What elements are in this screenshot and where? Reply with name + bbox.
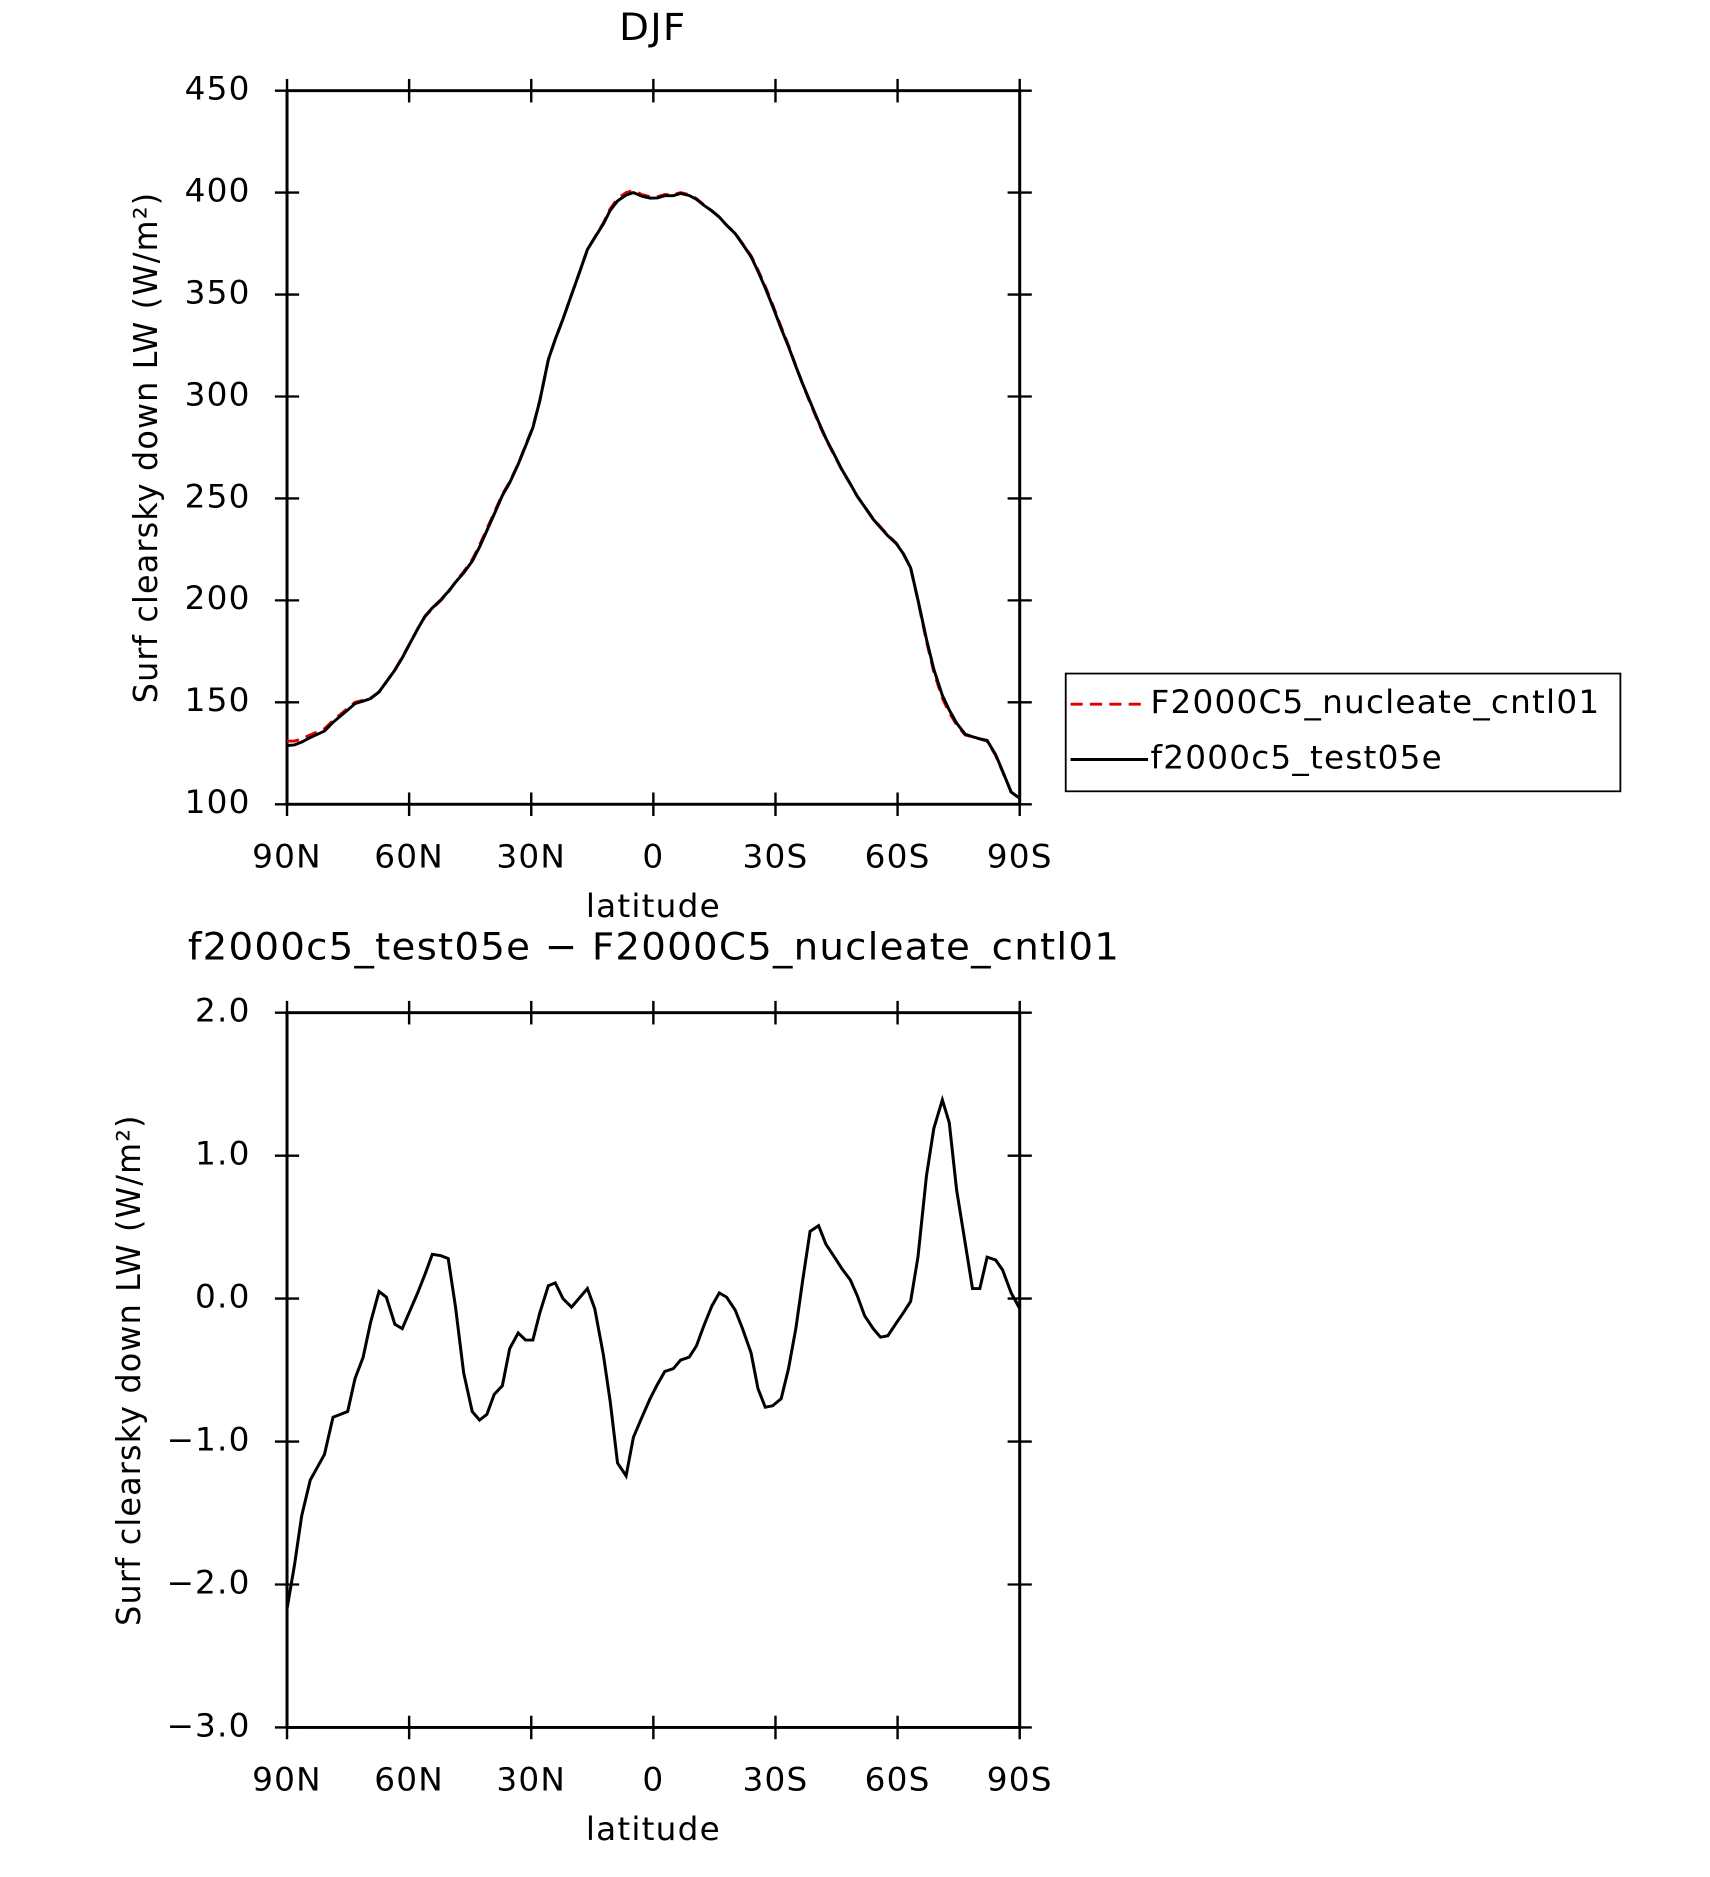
- legend-label: F2000C5_nucleate_cntl01: [1150, 683, 1600, 720]
- y-tick-label: 400: [185, 172, 251, 209]
- plot-frame: [285, 1011, 1022, 1729]
- y-tick-label: 450: [185, 70, 251, 107]
- x-tick-label: 30S: [742, 838, 808, 875]
- y-tick-label: 300: [185, 376, 251, 413]
- x-tick-label: 90S: [987, 838, 1053, 875]
- y-tick-label: 1.0: [195, 1135, 251, 1172]
- x-tick-label: 60N: [374, 838, 444, 875]
- x-tick-label: 30S: [742, 1761, 808, 1798]
- plot: [274, 1000, 1032, 1740]
- y-tick-label: 2.0: [195, 992, 251, 1029]
- x-tick-label: 60S: [865, 838, 931, 875]
- x-tick-label: 0: [642, 838, 664, 875]
- chart-title: f2000c5_test05e − F2000C5_nucleate_cntl0…: [188, 926, 1120, 969]
- x-tick-label: 90N: [252, 1761, 322, 1798]
- chart-title: DJF: [619, 6, 686, 49]
- plot: [274, 78, 1032, 817]
- y-tick-label: 150: [185, 682, 251, 719]
- y-tick-label: 200: [185, 580, 251, 617]
- y-tick-label: 350: [185, 274, 251, 311]
- y-tick-label: −3.0: [166, 1707, 250, 1744]
- x-tick-label: 60S: [865, 1761, 931, 1798]
- y-axis-label: Surf clearsky down LW (W/m²): [126, 192, 165, 704]
- y-tick-label: −1.0: [166, 1421, 250, 1458]
- legend-label: f2000c5_test05e: [1150, 739, 1442, 776]
- data-line: [285, 1094, 1022, 1610]
- x-axis-label: latitude: [586, 1810, 721, 1847]
- x-tick-label: 90N: [252, 838, 322, 875]
- y-tick-label: 250: [185, 478, 251, 515]
- y-axis-label: Surf clearsky down LW (W/m²): [110, 1114, 149, 1626]
- x-tick-label: 90S: [987, 1761, 1053, 1798]
- x-tick-label: 30N: [496, 838, 566, 875]
- y-tick-label: 0.0: [195, 1278, 251, 1315]
- legend-box: [1064, 672, 1622, 793]
- legend: F2000C5_nucleate_cntl01 f2000c5_test05e: [1064, 672, 1622, 793]
- y-tick-label: −2.0: [166, 1564, 250, 1601]
- y-tick-label: 100: [185, 784, 251, 821]
- x-axis-label: latitude: [586, 887, 721, 924]
- data-line: [287, 189, 1021, 800]
- data-line: [286, 191, 1021, 800]
- x-tick-label: 30N: [496, 1761, 566, 1798]
- x-tick-label: 0: [642, 1761, 664, 1798]
- x-tick-label: 60N: [374, 1761, 444, 1798]
